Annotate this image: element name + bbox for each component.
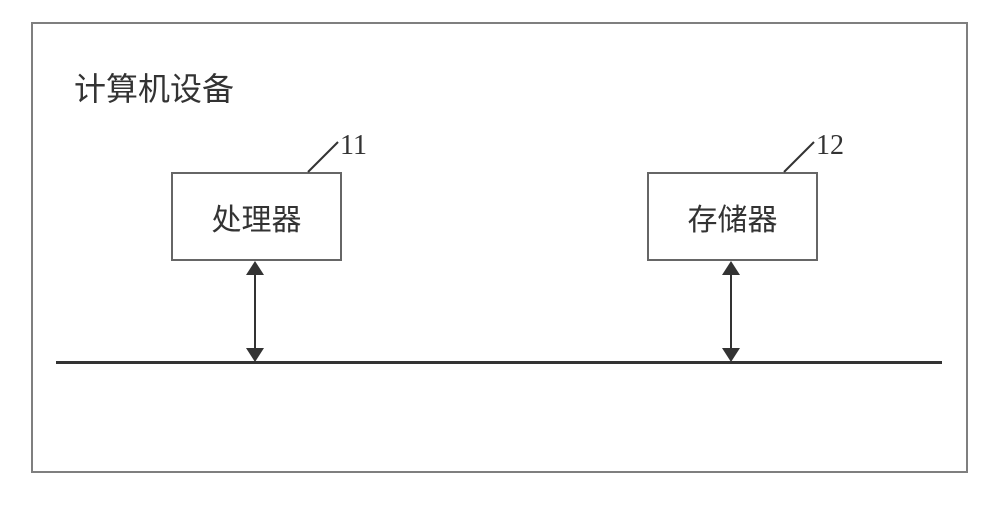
node-processor: 处理器 bbox=[171, 172, 342, 261]
connector-memory bbox=[730, 275, 732, 348]
diagram-canvas: 计算机设备 处理器 11 存储器 12 bbox=[0, 0, 1000, 509]
arrow-up-memory bbox=[722, 261, 740, 275]
node-processor-label: 处理器 bbox=[212, 195, 302, 239]
ref-num-processor: 11 bbox=[340, 130, 367, 162]
node-memory-label: 存储器 bbox=[688, 195, 778, 239]
bus-line bbox=[56, 361, 942, 364]
arrow-up-processor bbox=[246, 261, 264, 275]
diagram-title: 计算机设备 bbox=[74, 64, 234, 110]
connector-processor bbox=[254, 275, 256, 348]
node-memory: 存储器 bbox=[647, 172, 818, 261]
ref-tick-memory bbox=[783, 141, 815, 173]
ref-tick-processor bbox=[307, 141, 339, 173]
ref-num-memory: 12 bbox=[816, 130, 844, 162]
